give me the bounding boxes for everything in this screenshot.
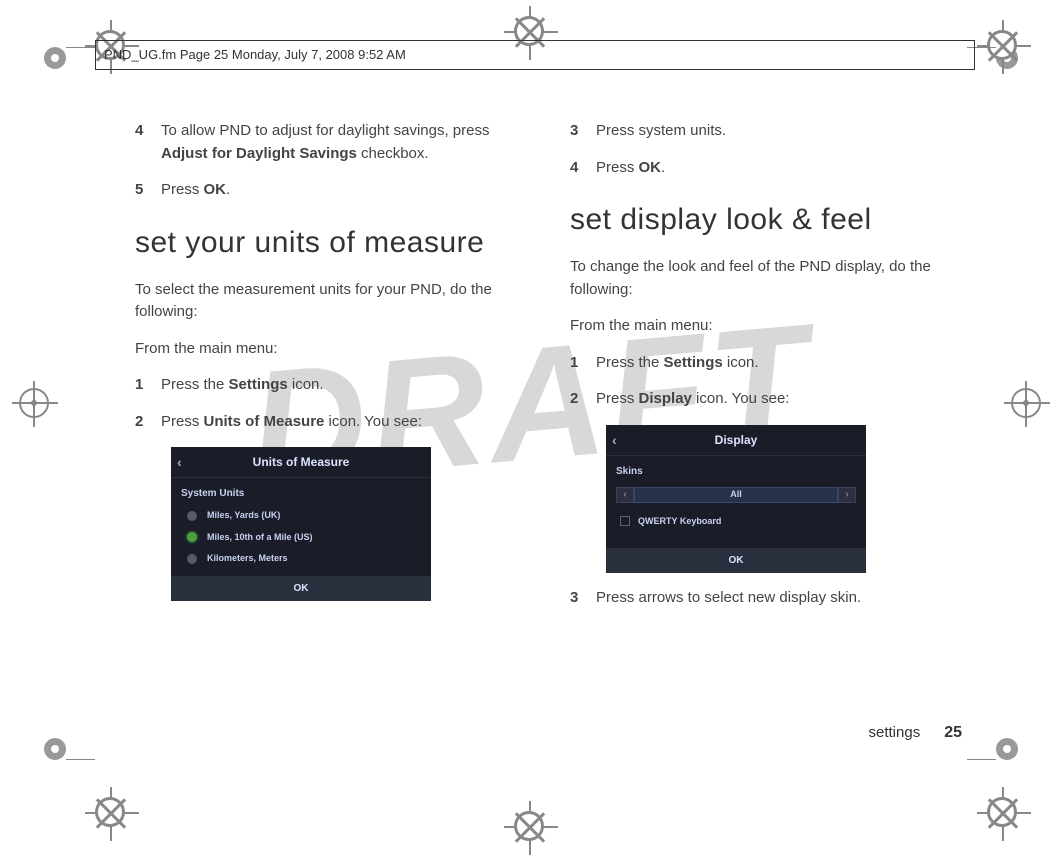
step-number: 3 bbox=[570, 587, 596, 610]
back-icon: ‹ bbox=[177, 452, 182, 473]
from-main-menu: From the main menu: bbox=[135, 338, 530, 361]
screenshot-display: ‹ Display Skins ‹ All › QWERTY Keyboard … bbox=[606, 425, 866, 574]
crop-mark-bottom-left bbox=[35, 729, 75, 769]
page-content: 4 To allow PND to adjust for daylight sa… bbox=[135, 120, 965, 624]
step-body: Press Display icon. You see: bbox=[596, 388, 965, 411]
step-5: 5 Press OK. bbox=[135, 179, 530, 202]
screenshot-titlebar: ‹ Display bbox=[606, 425, 866, 456]
crop-line bbox=[66, 47, 95, 48]
skin-selector: ‹ All › bbox=[616, 487, 856, 503]
ok-button: OK bbox=[606, 548, 866, 573]
crop-mark-bottom-right bbox=[987, 729, 1027, 769]
ok-button: OK bbox=[171, 576, 431, 601]
radio-option: Kilometers, Meters bbox=[171, 548, 431, 570]
step-number: 4 bbox=[135, 120, 161, 165]
step-body: Press Units of Measure icon. You see: bbox=[161, 411, 530, 434]
left-column: 4 To allow PND to adjust for daylight sa… bbox=[135, 120, 530, 624]
step-4: 4 Press OK. bbox=[570, 157, 965, 180]
step-number: 3 bbox=[570, 120, 596, 143]
step-3: 3 Press arrows to select new display ski… bbox=[570, 587, 965, 610]
step-body: Press OK. bbox=[596, 157, 965, 180]
step-body: To allow PND to adjust for daylight savi… bbox=[161, 120, 530, 165]
page-footer: settings 25 bbox=[869, 724, 963, 742]
step-number: 5 bbox=[135, 179, 161, 202]
step-body: Press OK. bbox=[161, 179, 530, 202]
register-cross-mid-right bbox=[1000, 377, 1054, 431]
crop-line bbox=[66, 759, 95, 760]
radio-option: Miles, 10th of a Mile (US) bbox=[171, 527, 431, 549]
crop-line bbox=[967, 759, 996, 760]
step-3: 3 Press system units. bbox=[570, 120, 965, 143]
screenshot-title: Display bbox=[715, 431, 758, 449]
step-number: 2 bbox=[135, 411, 161, 434]
screenshot-titlebar: ‹ Units of Measure bbox=[171, 447, 431, 478]
section-heading-display: set display look & feel bbox=[570, 197, 965, 242]
crop-mark-top-left bbox=[35, 38, 75, 78]
step-body: Press system units. bbox=[596, 120, 965, 143]
section-label: Skins bbox=[606, 456, 866, 483]
footer-section: settings bbox=[869, 724, 921, 741]
right-column: 3 Press system units. 4 Press OK. set di… bbox=[570, 120, 965, 624]
step-number: 4 bbox=[570, 157, 596, 180]
back-icon: ‹ bbox=[612, 430, 617, 451]
radio-icon bbox=[187, 511, 197, 521]
register-cross-mid-left bbox=[8, 377, 62, 431]
page-number: 25 bbox=[944, 724, 962, 742]
step-1: 1 Press the Settings icon. bbox=[135, 374, 530, 397]
step-body: Press the Settings icon. bbox=[596, 352, 965, 375]
section-label: System Units bbox=[171, 478, 431, 505]
step-1: 1 Press the Settings icon. bbox=[570, 352, 965, 375]
step-2: 2 Press Units of Measure icon. You see: bbox=[135, 411, 530, 434]
radio-icon bbox=[187, 554, 197, 564]
radio-option: Miles, Yards (UK) bbox=[171, 505, 431, 527]
step-2: 2 Press Display icon. You see: bbox=[570, 388, 965, 411]
checkbox-icon bbox=[620, 516, 630, 526]
page-header-text: PND_UG.fm Page 25 Monday, July 7, 2008 9… bbox=[104, 47, 406, 62]
step-number: 1 bbox=[570, 352, 596, 375]
from-main-menu: From the main menu: bbox=[570, 315, 965, 338]
checkbox-row: QWERTY Keyboard bbox=[606, 507, 866, 543]
section-intro: To select the measurement units for your… bbox=[135, 279, 530, 324]
step-number: 1 bbox=[135, 374, 161, 397]
step-body: Press the Settings icon. bbox=[161, 374, 530, 397]
skin-value: All bbox=[634, 487, 838, 503]
step-body: Press arrows to select new display skin. bbox=[596, 587, 965, 610]
section-heading-units: set your units of measure bbox=[135, 220, 530, 265]
arrow-left-icon: ‹ bbox=[616, 487, 634, 503]
radio-icon-selected bbox=[187, 532, 197, 542]
section-intro: To change the look and feel of the PND d… bbox=[570, 256, 965, 301]
arrow-right-icon: › bbox=[838, 487, 856, 503]
step-number: 2 bbox=[570, 388, 596, 411]
step-4: 4 To allow PND to adjust for daylight sa… bbox=[135, 120, 530, 165]
page-header-frame: PND_UG.fm Page 25 Monday, July 7, 2008 9… bbox=[95, 40, 975, 70]
screenshot-units-of-measure: ‹ Units of Measure System Units Miles, Y… bbox=[171, 447, 431, 601]
screenshot-title: Units of Measure bbox=[253, 453, 350, 471]
